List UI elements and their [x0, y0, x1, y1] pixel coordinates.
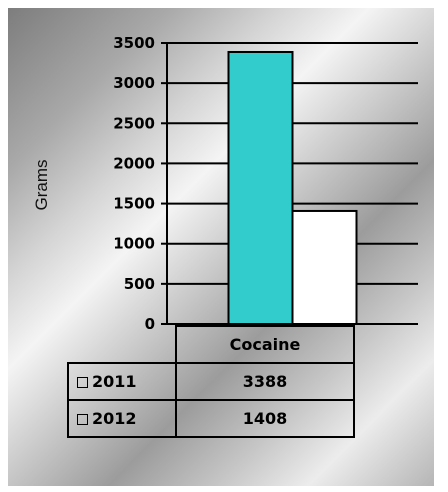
series-row: 2012 1408 [67, 399, 355, 438]
y-tick-label: 2500 [113, 114, 155, 132]
y-tick-label: 2000 [113, 154, 155, 172]
category-label: Cocaine [175, 325, 355, 364]
y-tick-labels: 0 500 1000 1500 2000 2500 3000 3500 [113, 34, 155, 333]
series-name-cell: 2011 [67, 362, 177, 401]
series-name: 2012 [92, 409, 137, 428]
y-tick-label: 500 [124, 275, 155, 293]
y-tick-label: 3000 [113, 74, 155, 92]
y-tick-label: 1000 [113, 235, 155, 253]
data-table: Cocaine 2011 3388 2012 1408 [67, 325, 355, 438]
data-value-cell: 1408 [175, 399, 355, 438]
axes [161, 42, 418, 325]
series-name-cell: 2012 [67, 399, 177, 438]
y-tick-label: 1500 [113, 195, 155, 213]
bar-2012 [291, 209, 358, 325]
legend-key [77, 377, 88, 388]
series-row: 2011 3388 [67, 362, 355, 401]
bar-2011 [227, 50, 294, 325]
data-value-cell: 3388 [175, 362, 355, 401]
y-tick-label: 3500 [113, 34, 155, 52]
series-name: 2011 [92, 372, 137, 391]
bars [227, 50, 358, 325]
category-row: Cocaine [68, 325, 355, 364]
y-tick-label: 0 [145, 315, 155, 333]
legend-key [77, 414, 88, 425]
